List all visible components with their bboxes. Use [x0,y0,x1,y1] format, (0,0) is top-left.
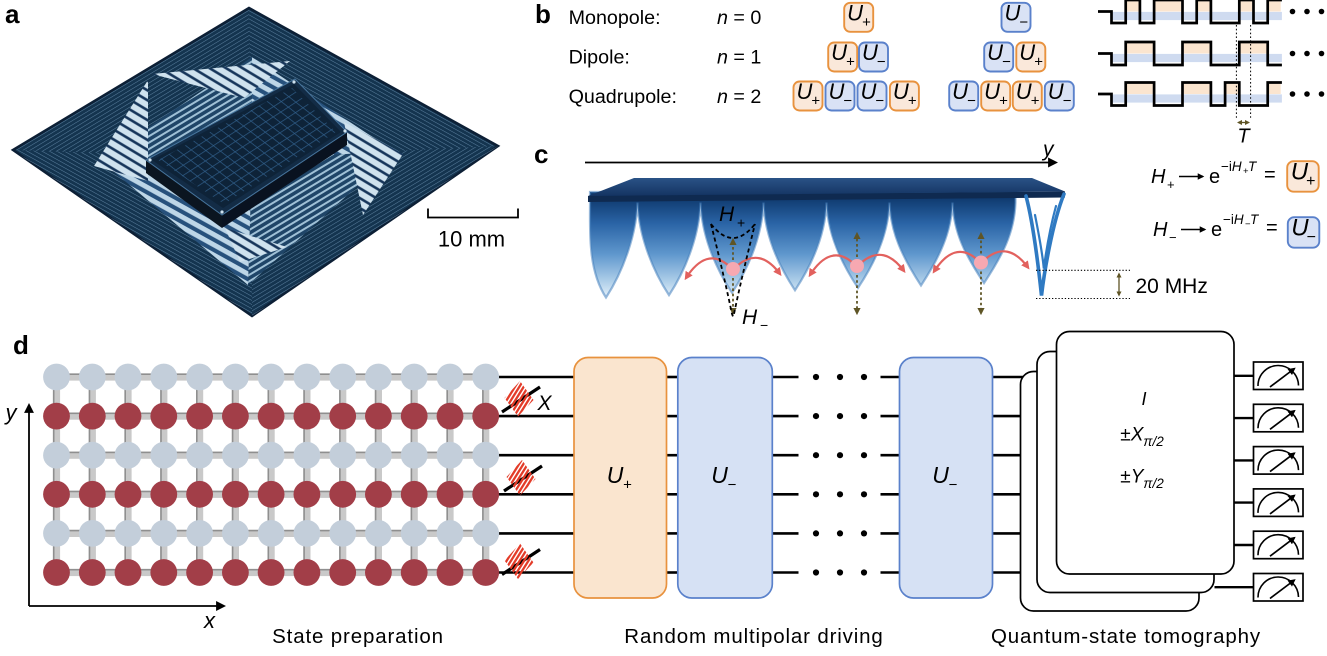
svg-text:U: U [932,462,949,488]
svg-text:−: − [760,317,768,333]
svg-text:=: = [1264,164,1276,186]
svg-text:n = 2: n = 2 [717,86,761,108]
svg-text:−: − [1307,229,1316,246]
svg-text:−: − [967,93,976,110]
svg-text:T: T [1248,159,1258,174]
svg-text:+: + [623,477,632,494]
svg-text:−: − [949,477,958,494]
svg-text:Quantum-state tomography: Quantum-state tomography [991,625,1261,648]
svg-text:e: e [1211,219,1222,241]
svg-text:U: U [831,40,847,65]
svg-text:+: + [1034,54,1043,71]
svg-text:H: H [742,306,758,329]
svg-text:U: U [987,40,1003,65]
svg-text:U: U [984,79,1000,104]
svg-text:+: + [811,93,820,110]
svg-text:+: + [908,93,917,110]
svg-text:20 MHz: 20 MHz [1136,275,1208,298]
svg-text:−: − [877,54,886,71]
svg-text:U: U [862,40,878,65]
svg-text:Quadrupole:: Quadrupole: [569,86,677,108]
svg-text:−: − [1019,14,1028,31]
svg-text:n = 0: n = 0 [717,7,761,29]
svg-text:−: − [843,93,852,110]
svg-text:U: U [1004,1,1020,26]
svg-text:d: d [13,330,29,360]
svg-text:I: I [1141,389,1146,409]
svg-text:Dipole:: Dipole: [569,47,630,69]
svg-text:U: U [607,462,624,488]
svg-text:−: − [875,93,884,110]
svg-text:=: = [1266,217,1278,239]
svg-text:H: H [719,203,735,226]
svg-text:−iH: −iH [1221,159,1242,174]
svg-text:H: H [1153,219,1168,241]
svg-text:U: U [796,79,812,104]
svg-text:+: + [1306,173,1315,190]
svg-text:U: U [828,79,844,104]
svg-text:U: U [1048,79,1064,104]
svg-text:+: + [999,93,1008,110]
svg-text:−: − [1063,93,1072,110]
svg-text:U: U [860,79,876,104]
svg-text:U: U [893,79,909,104]
svg-text:−: − [1002,54,1011,71]
svg-text:a: a [5,0,20,29]
svg-text:y: y [4,400,19,425]
svg-text:+: + [1167,177,1175,192]
svg-text:−: − [728,477,737,494]
svg-text:Monopole:: Monopole: [569,7,661,29]
svg-text:State preparation: State preparation [272,625,444,648]
svg-text:e: e [1209,166,1220,188]
svg-text:U: U [1291,215,1309,242]
svg-text:T: T [1237,126,1251,148]
svg-text:b: b [535,0,551,29]
svg-text:y: y [1041,138,1055,161]
svg-text:U: U [711,462,728,488]
svg-text:H: H [1151,166,1166,188]
svg-text:+: + [846,54,855,71]
svg-text:U: U [1291,159,1309,186]
svg-text:+: + [862,14,871,31]
svg-text:U: U [1016,79,1032,104]
svg-text:+: + [1243,166,1249,177]
svg-text:T: T [1250,212,1260,227]
svg-text:n = 1: n = 1 [717,47,761,69]
svg-text:−: − [1245,219,1251,230]
svg-text:Random multipolar driving: Random multipolar driving [624,625,883,648]
svg-text:U: U [847,1,863,26]
svg-text:U: U [1019,40,1035,65]
svg-text:U: U [952,79,968,104]
svg-text:c: c [534,139,548,169]
svg-text:−iH: −iH [1223,212,1244,227]
svg-text:X: X [537,392,553,415]
svg-text:10 mm: 10 mm [438,227,505,252]
svg-text:+: + [737,215,745,231]
svg-text:+: + [1031,93,1040,110]
svg-text:−: − [1169,230,1177,245]
svg-text:x: x [203,608,216,633]
